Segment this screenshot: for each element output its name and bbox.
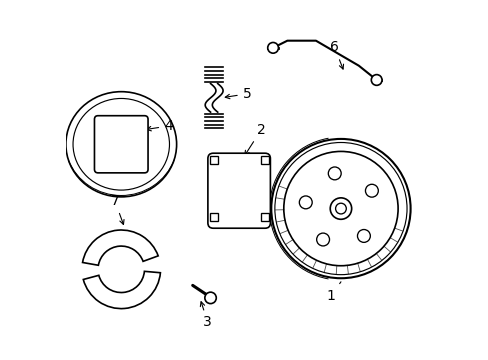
Circle shape	[125, 147, 134, 156]
Circle shape	[327, 167, 341, 180]
Circle shape	[224, 177, 236, 190]
Circle shape	[316, 233, 329, 246]
Circle shape	[370, 75, 381, 85]
Text: 4: 4	[146, 119, 173, 133]
Circle shape	[108, 133, 116, 141]
Bar	[261, 213, 269, 221]
Text: 2: 2	[244, 122, 265, 155]
FancyBboxPatch shape	[94, 116, 148, 173]
Text: 7: 7	[110, 194, 124, 224]
Bar	[261, 156, 269, 164]
Circle shape	[365, 184, 378, 197]
Bar	[209, 156, 217, 164]
Text: 1: 1	[326, 282, 340, 303]
Text: 5: 5	[225, 87, 251, 101]
Circle shape	[224, 192, 236, 204]
Circle shape	[204, 292, 216, 303]
Wedge shape	[82, 230, 158, 265]
Wedge shape	[83, 271, 160, 309]
Circle shape	[267, 42, 278, 53]
Text: 6: 6	[329, 40, 343, 69]
Circle shape	[329, 198, 351, 219]
Circle shape	[299, 196, 311, 209]
Circle shape	[241, 192, 254, 204]
Circle shape	[241, 177, 254, 190]
Text: 3: 3	[200, 302, 212, 329]
Circle shape	[357, 230, 369, 242]
FancyBboxPatch shape	[207, 153, 270, 228]
Bar	[209, 213, 217, 221]
Circle shape	[335, 203, 346, 214]
